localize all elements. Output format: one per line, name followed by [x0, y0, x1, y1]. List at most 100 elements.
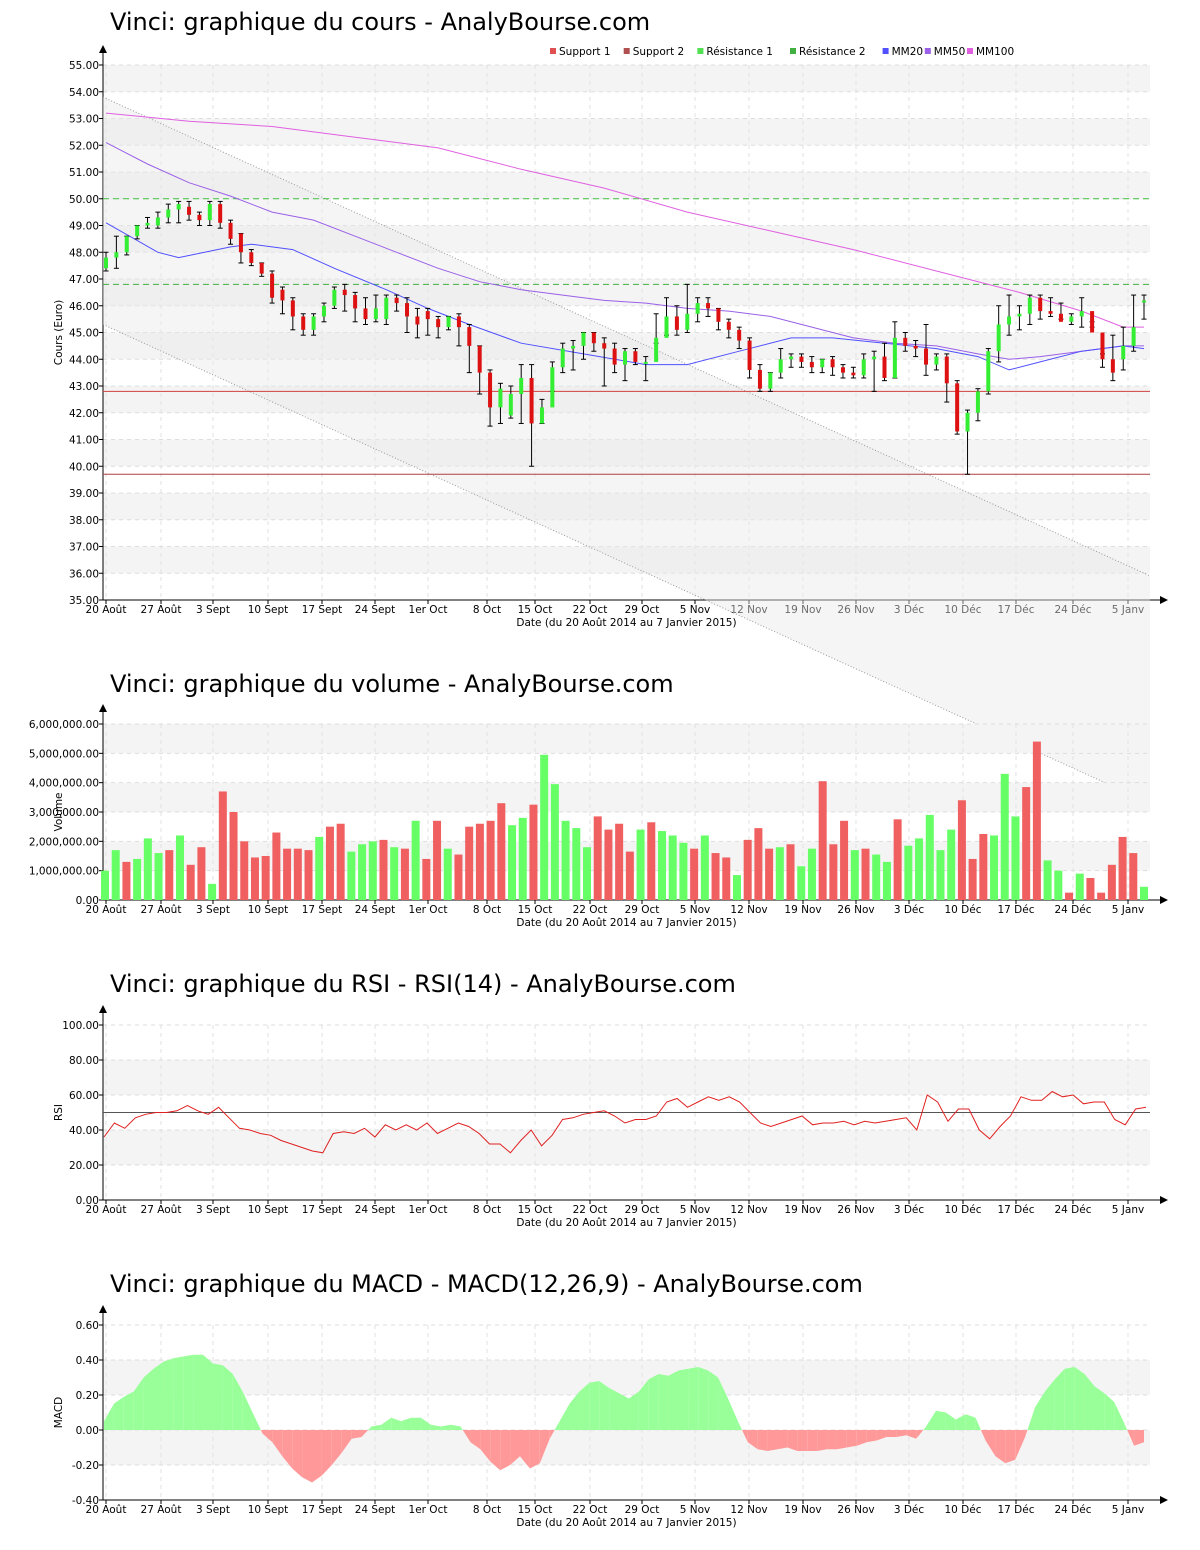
legend-swatch — [967, 48, 973, 54]
volume-bar — [379, 839, 388, 900]
candle-up — [166, 209, 171, 218]
x-tick-label: 24 Sept — [355, 604, 396, 616]
volume-bar — [829, 844, 838, 900]
x-tick-label: 10 Déc — [944, 604, 981, 616]
y-tick-label: 46.00 — [69, 301, 99, 313]
y-axis-arrow — [99, 704, 107, 712]
volume-bar — [422, 858, 431, 900]
candle-down — [187, 206, 192, 215]
candle-down — [1100, 332, 1105, 360]
legend-swatch — [924, 48, 931, 54]
volume-bar — [358, 844, 367, 900]
x-tick-label: 20 Août — [86, 1204, 127, 1216]
candle-down — [726, 321, 731, 330]
volume-bar — [1075, 873, 1084, 900]
volume-bar — [990, 835, 999, 900]
x-tick-label: 12 Nov — [730, 604, 767, 616]
x-tick-label: 22 Oct — [573, 604, 608, 616]
macd-area-positive — [411, 1417, 421, 1430]
legend-swatch — [550, 48, 556, 54]
candle-down — [280, 289, 285, 301]
candle-down — [197, 214, 202, 221]
candle-down — [706, 303, 711, 309]
volume-bar — [786, 844, 795, 900]
y-tick-label: 0.00 — [76, 895, 99, 907]
x-tick-label: 20 Août — [86, 604, 127, 616]
volume-bar — [411, 820, 420, 900]
price-chart-title: Vinci: graphique du cours - AnalyBourse.… — [110, 8, 651, 36]
volume-bar — [518, 817, 527, 900]
rsi-chart: 0.00 20.00 40.00 60.00 80.00 100.00 20 Août 27 … — [53, 1005, 1168, 1229]
legend-label: MM100 — [976, 46, 1014, 58]
y-tick-label: 2,000,000.00 — [29, 836, 99, 848]
candle-down — [903, 337, 908, 346]
candle-up — [695, 303, 700, 314]
volume-bar — [668, 835, 677, 900]
y-tick-label: 3,000,000.00 — [29, 807, 99, 819]
candle-down — [353, 295, 358, 309]
x-tick-label: 12 Nov — [730, 1204, 767, 1216]
x-tick-label: 8 Oct — [473, 904, 501, 916]
macd-area-positive — [193, 1354, 204, 1430]
y-tick-label: 41.00 — [69, 435, 99, 447]
y-tick-label: -0.40 — [72, 1495, 99, 1507]
volume-bar — [1107, 864, 1116, 900]
macd-area-negative — [549, 1430, 555, 1439]
candle-down — [716, 308, 721, 322]
y-axis-arrow — [99, 1005, 107, 1013]
candle-up — [176, 204, 181, 210]
candle-down — [488, 372, 493, 408]
macd-area-positive — [1114, 1402, 1125, 1430]
candle-up — [965, 412, 970, 432]
candle-down — [228, 222, 233, 239]
grid-band — [103, 546, 1150, 574]
macd-area-positive — [104, 1403, 114, 1430]
macd-area-positive — [163, 1358, 174, 1430]
volume-bar — [486, 820, 495, 900]
y-tick-label: 6,000,000.00 — [29, 719, 99, 731]
candle-down — [270, 273, 275, 298]
candle-up — [550, 367, 555, 408]
macd-area-negative — [747, 1430, 758, 1450]
x-tick-label: 10 Déc — [944, 904, 981, 916]
macd-area-positive — [440, 1424, 451, 1430]
x-tick-label: 3 Déc — [894, 904, 925, 916]
macd-area-negative — [777, 1430, 788, 1450]
macd-area-positive — [391, 1417, 402, 1430]
macd-area-positive — [381, 1417, 392, 1430]
volume-bar — [561, 820, 570, 900]
macd-area-positive — [737, 1421, 743, 1430]
candle-up — [508, 394, 513, 416]
macd-area-positive — [678, 1368, 689, 1430]
macd-area-positive — [183, 1354, 194, 1430]
y-axis-label: RSI — [53, 1104, 65, 1121]
grid-band — [103, 65, 1150, 92]
macd-area-negative — [361, 1430, 369, 1437]
volume-bar — [240, 841, 249, 900]
candle-up — [861, 359, 866, 376]
volume-bar — [368, 841, 377, 900]
x-tick-label: 10 Sept — [248, 904, 289, 916]
macd-area-positive — [1035, 1391, 1045, 1430]
macd-area-positive — [1027, 1407, 1036, 1430]
x-tick-label: 15 Oct — [518, 904, 553, 916]
macd-area-positive — [1094, 1386, 1105, 1430]
volume-bar — [529, 804, 538, 900]
y-tick-label: 40.00 — [69, 1125, 99, 1137]
volume-bar — [1022, 787, 1031, 900]
grid-band — [103, 782, 1150, 812]
volume-bar — [497, 803, 506, 900]
macd-area-negative — [500, 1430, 511, 1471]
volume-bar — [293, 848, 302, 900]
y-tick-label: 37.00 — [69, 542, 99, 554]
volume-bar — [304, 850, 313, 900]
macd-area-negative — [321, 1430, 332, 1476]
x-tick-label: 24 Sept — [355, 1504, 396, 1516]
volume-bar — [465, 826, 474, 900]
candle-down — [747, 340, 752, 370]
volume-bar — [390, 847, 399, 900]
macd-area-positive — [113, 1396, 124, 1430]
x-tick-label: 27 Août — [141, 604, 182, 616]
x-axis-arrow — [1160, 896, 1168, 904]
volume-bar — [250, 857, 259, 900]
